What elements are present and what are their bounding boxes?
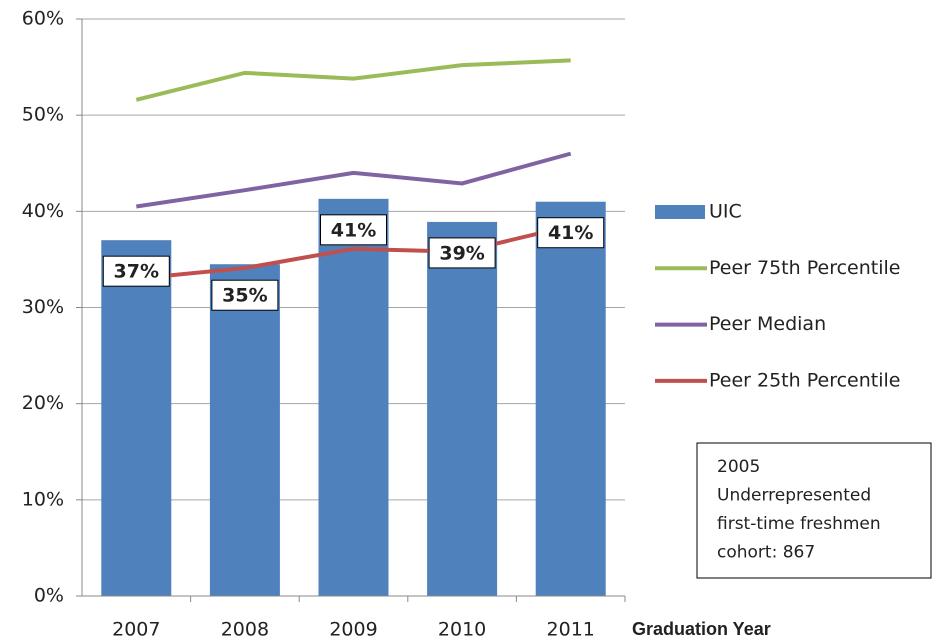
y-tick-label: 0% (34, 585, 64, 607)
bar (209, 264, 280, 596)
annotation-line: first-time freshmen (717, 514, 881, 534)
x-tick-label: 2008 (221, 619, 269, 641)
y-tick-label: 40% (22, 200, 64, 222)
y-tick-label: 20% (22, 392, 64, 414)
x-tick-label: 2011 (547, 619, 595, 641)
data-label: 41% (331, 219, 376, 241)
line (136, 151, 572, 209)
annotation-line: 2005 (717, 457, 760, 477)
y-tick-label: 50% (22, 104, 64, 126)
x-tick-label: 2009 (329, 619, 377, 641)
annotation-line: Underrepresented (717, 486, 871, 506)
data-label: 41% (548, 222, 593, 244)
x-tick-label: 2010 (438, 619, 486, 641)
annotation-line: cohort: 867 (717, 543, 815, 563)
bar (318, 198, 389, 596)
x-tick-label: 2007 (112, 619, 160, 641)
bar (427, 221, 498, 596)
legend-label: Peer Median (709, 313, 826, 335)
x-axis-label: Graduation Year (632, 619, 771, 639)
data-label-box (537, 217, 605, 249)
legend-label: Peer 25th Percentile (709, 369, 900, 391)
bar (535, 201, 606, 596)
data-label-box (428, 237, 496, 269)
legend-swatch (655, 205, 705, 219)
data-label: 35% (222, 285, 267, 307)
data-label: 37% (114, 261, 159, 283)
data-label-box (102, 255, 170, 287)
legend-label: Peer 75th Percentile (709, 257, 900, 279)
y-tick-label: 10% (22, 488, 64, 510)
annotation-box (696, 442, 932, 579)
line (135, 58, 571, 102)
legend-label: UIC (709, 201, 742, 223)
data-label: 39% (439, 242, 484, 264)
data-label-box (211, 279, 279, 311)
data-label-box (320, 214, 387, 246)
y-tick-label: 60% (22, 8, 64, 30)
y-tick-label: 30% (22, 296, 64, 318)
bar (101, 240, 172, 596)
line (136, 223, 572, 281)
